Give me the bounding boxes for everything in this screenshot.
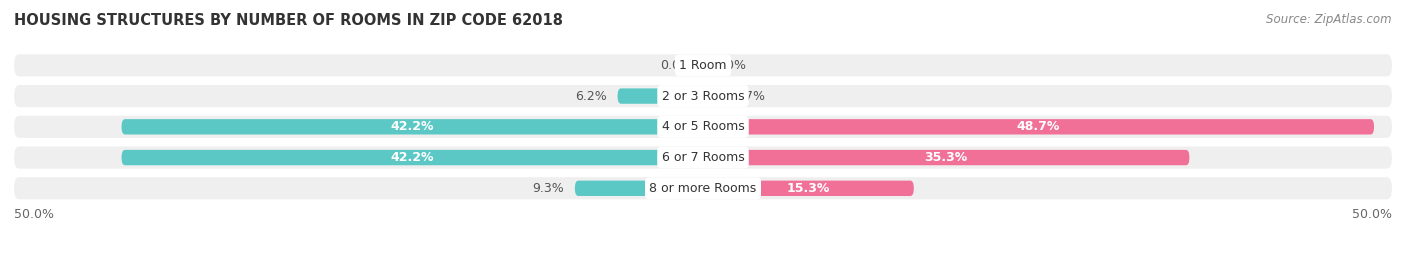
- Text: 35.3%: 35.3%: [925, 151, 967, 164]
- Text: 50.0%: 50.0%: [1353, 208, 1392, 221]
- FancyBboxPatch shape: [121, 150, 703, 165]
- Text: 6.2%: 6.2%: [575, 90, 606, 102]
- Text: 4 or 5 Rooms: 4 or 5 Rooms: [662, 120, 744, 133]
- Text: HOUSING STRUCTURES BY NUMBER OF ROOMS IN ZIP CODE 62018: HOUSING STRUCTURES BY NUMBER OF ROOMS IN…: [14, 13, 562, 29]
- Text: 1 Room: 1 Room: [679, 59, 727, 72]
- Text: Source: ZipAtlas.com: Source: ZipAtlas.com: [1267, 13, 1392, 26]
- Text: 50.0%: 50.0%: [14, 208, 53, 221]
- FancyBboxPatch shape: [703, 150, 1189, 165]
- Legend: Owner-occupied, Renter-occupied: Owner-occupied, Renter-occupied: [561, 264, 845, 269]
- FancyBboxPatch shape: [14, 177, 1392, 199]
- Text: 8 or more Rooms: 8 or more Rooms: [650, 182, 756, 195]
- Text: 42.2%: 42.2%: [391, 151, 434, 164]
- FancyBboxPatch shape: [703, 119, 1374, 134]
- FancyBboxPatch shape: [14, 116, 1392, 138]
- FancyBboxPatch shape: [14, 85, 1392, 107]
- FancyBboxPatch shape: [703, 180, 914, 196]
- FancyBboxPatch shape: [121, 119, 703, 134]
- Text: 48.7%: 48.7%: [1017, 120, 1060, 133]
- Text: 15.3%: 15.3%: [787, 182, 830, 195]
- Text: 0.0%: 0.0%: [714, 59, 747, 72]
- FancyBboxPatch shape: [14, 54, 1392, 76]
- Text: 42.2%: 42.2%: [391, 120, 434, 133]
- FancyBboxPatch shape: [617, 89, 703, 104]
- Text: 0.0%: 0.0%: [659, 59, 692, 72]
- Text: 9.3%: 9.3%: [531, 182, 564, 195]
- FancyBboxPatch shape: [14, 147, 1392, 169]
- Text: 6 or 7 Rooms: 6 or 7 Rooms: [662, 151, 744, 164]
- Text: 2 or 3 Rooms: 2 or 3 Rooms: [662, 90, 744, 102]
- FancyBboxPatch shape: [703, 89, 714, 104]
- Text: 0.77%: 0.77%: [724, 90, 765, 102]
- FancyBboxPatch shape: [575, 180, 703, 196]
